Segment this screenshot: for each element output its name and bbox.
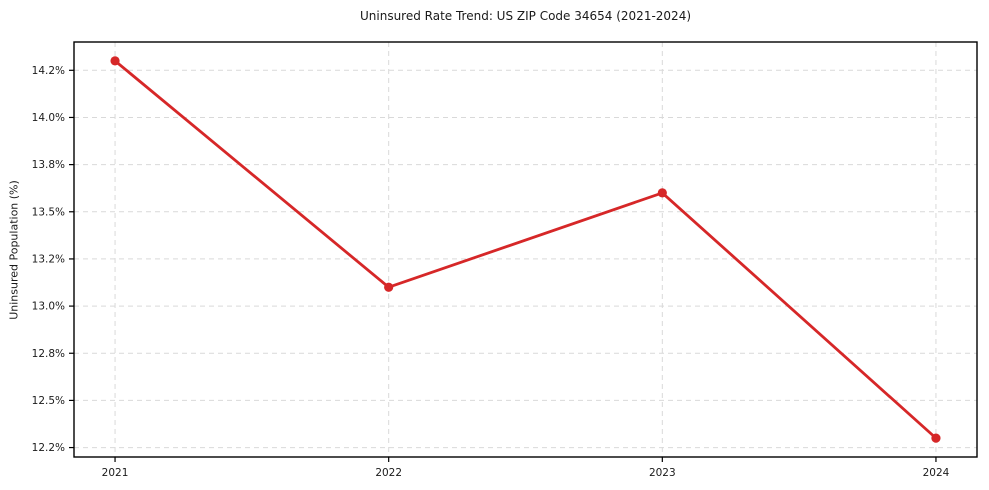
- y-tick-label: 13.0%: [32, 301, 65, 313]
- y-tick-label: 12.5%: [32, 395, 65, 407]
- x-tick-label: 2022: [375, 467, 402, 479]
- y-tick-label: 14.2%: [32, 65, 65, 77]
- y-tick-label: 13.2%: [32, 253, 65, 265]
- y-tick-label: 14.0%: [32, 112, 65, 124]
- x-tick-label: 2023: [649, 467, 676, 479]
- x-tick-label: 2021: [102, 467, 129, 479]
- y-tick-label: 12.8%: [32, 348, 65, 360]
- y-tick-label: 12.2%: [32, 442, 65, 454]
- axes-border: [73, 41, 978, 458]
- data-point-marker: [931, 433, 941, 443]
- data-point-marker: [110, 56, 120, 66]
- chart-title: Uninsured Rate Trend: US ZIP Code 34654 …: [359, 9, 692, 23]
- y-tick-label: 13.8%: [32, 159, 65, 171]
- y-axis-label: Uninsured Population (%): [7, 180, 21, 320]
- x-tick-label: 2024: [923, 467, 950, 479]
- y-tick-label: 13.5%: [32, 206, 65, 218]
- trend-line: [113, 59, 938, 440]
- data-point-marker: [384, 282, 394, 292]
- data-point-marker: [657, 188, 667, 198]
